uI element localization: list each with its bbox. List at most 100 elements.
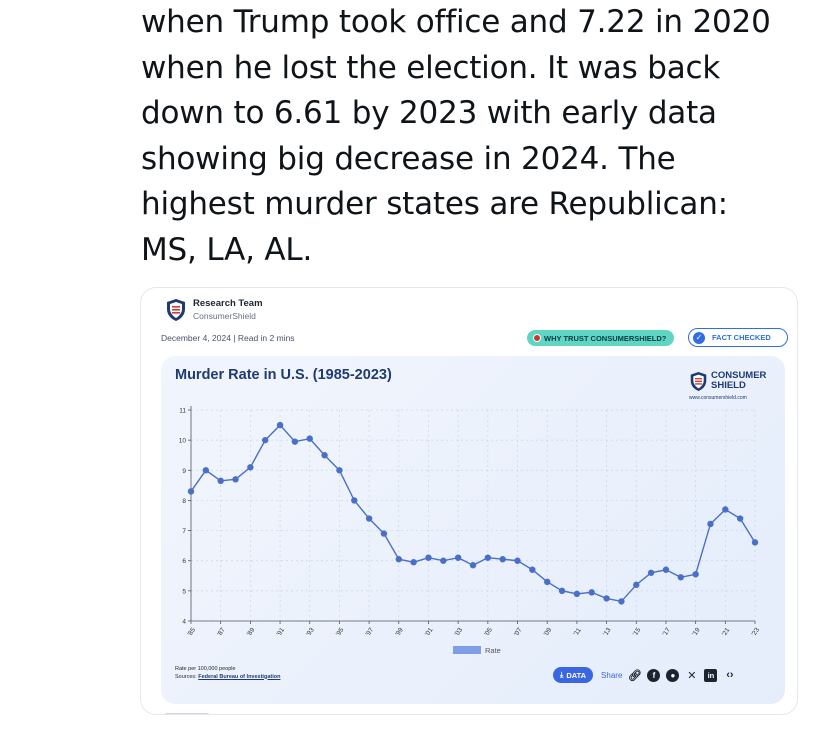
data-point (544, 578, 551, 586)
x-tick-label: '85 (186, 626, 197, 637)
data-point (588, 589, 595, 596)
carousel-indicator[interactable] (165, 713, 209, 714)
y-tick-label: 4 (182, 619, 186, 626)
x-tick-label: '11 (573, 627, 584, 638)
x-tick-label: '87 (216, 626, 227, 637)
legend-swatch (453, 646, 481, 654)
y-tick-label: 8 (182, 498, 186, 505)
data-point (677, 574, 684, 581)
data-point (707, 520, 714, 528)
tweet-line: when he lost the election. It was back (141, 49, 721, 86)
y-tick-label: 10 (179, 438, 187, 445)
data-point (365, 515, 373, 522)
embedded-article-card[interactable]: Research Team ConsumerShield December 4,… (140, 287, 798, 715)
series-line-rate (190, 424, 756, 603)
brand-line-1: CONSUMER (711, 370, 767, 381)
data-point (647, 569, 655, 576)
data-point (425, 554, 432, 561)
data-point (262, 436, 269, 444)
x-tick-label: '13 (602, 626, 613, 637)
y-tick-label: 6 (182, 558, 186, 565)
data-point (187, 488, 195, 495)
tweet-line: when Trump took office and 7.22 in 2020 (141, 4, 771, 40)
data-point (662, 566, 670, 573)
link-icon[interactable]: 🔗︎ (627, 669, 642, 682)
author-name[interactable]: Research Team (193, 298, 263, 309)
data-point (232, 476, 239, 483)
x-tick-label: '89 (246, 626, 257, 637)
data-point (573, 590, 581, 598)
data-point (692, 571, 699, 578)
data-download-button[interactable]: ⤓ DATA (553, 667, 594, 683)
data-point (440, 557, 447, 564)
author-org: ConsumerShield (193, 311, 256, 321)
article-meta: December 4, 2024 | Read in 2 mins (161, 333, 295, 343)
footnote-sources: Sources: Federal Bureau of Investigation (175, 674, 280, 682)
data-point (603, 595, 610, 602)
facebook-icon[interactable]: f (647, 668, 661, 682)
data-point (380, 530, 388, 537)
footnote-units: Rate per 100,000 people (175, 666, 236, 672)
x-tick-label: '01 (424, 626, 435, 637)
x-tick-label: '15 (632, 626, 643, 637)
chart-footnote: Rate per 100,000 people Sources: Federal… (175, 666, 280, 681)
data-point (276, 421, 284, 429)
brand-line-2: SHIELD (711, 380, 746, 391)
linkedin-icon[interactable]: in (704, 668, 718, 682)
murder-rate-chart: 4 5 6 7 8 9 10 11 '85 '87 '89 '91 '93 '95 '97 '99 '01 '03… (179, 406, 761, 655)
data-point (558, 587, 566, 595)
data-button-label: DATA (566, 670, 587, 680)
share-label: Share (601, 670, 623, 680)
data-point (499, 556, 506, 563)
data-point (306, 435, 313, 442)
data-point (736, 515, 744, 522)
data-point (321, 452, 328, 459)
tweet-line: highest murder states are Republican: (141, 186, 728, 222)
data-point (751, 539, 759, 546)
x-tick-label: '91 (276, 626, 287, 637)
data-point (410, 559, 417, 566)
source-link[interactable]: Federal Bureau of Investigation (198, 673, 281, 680)
x-tick-label: '21 (721, 626, 732, 637)
data-point (351, 497, 358, 504)
flag-icon (533, 334, 541, 342)
data-point (454, 554, 462, 561)
y-tick-label: 11 (179, 408, 186, 415)
consumershield-brand: CONSUMER SHIELD www.consumershield.com (689, 369, 779, 403)
x-tick-label: '17 (661, 626, 672, 637)
fact-checked-badge[interactable]: ✓ FACT CHECKED (688, 328, 788, 347)
data-point (395, 556, 402, 563)
why-trust-label: WHY TRUST CONSUMERSHIELD? (544, 333, 667, 343)
x-tick-label: '99 (394, 626, 405, 637)
legend-label: Rate (485, 646, 501, 655)
brand-url: www.consumershield.com (689, 395, 747, 401)
y-tick-label: 7 (182, 528, 186, 535)
x-icon[interactable]: ✕ (687, 669, 697, 682)
check-icon: ✓ (693, 331, 705, 344)
chart-title: Murder Rate in U.S. (1985-2023) (175, 367, 392, 383)
download-icon: ⤓ (560, 670, 564, 679)
x-tick-label: '95 (335, 626, 346, 637)
data-point (217, 477, 224, 485)
reddit-icon[interactable]: ● (666, 668, 680, 682)
y-tick-label: 9 (182, 468, 186, 475)
data-point (336, 467, 343, 474)
brand-name: CONSUMER SHIELD (711, 371, 766, 391)
data-point (484, 554, 492, 561)
shield-logo-icon (690, 372, 707, 391)
data-point (722, 506, 729, 513)
tweet-line: MS, LA, AL. (141, 231, 313, 268)
fact-checked-label: FACT CHECKED (712, 333, 771, 342)
chart-toolbar: ⤓ DATA Share 🔗︎ f ● ✕ in ‹› (553, 666, 736, 684)
chart-panel: 4 5 6 7 8 9 10 11 '85 '87 '89 '91 '93 '95 '97 '99 '01 '03… (161, 356, 785, 704)
data-point (514, 557, 521, 564)
tweet-line: down to 6.61 by 2023 with early data (141, 95, 717, 131)
x-tick-label: '19 (691, 626, 702, 637)
data-point (529, 566, 536, 573)
x-tick-label: '07 (513, 626, 524, 637)
x-tick-label: '97 (365, 626, 376, 637)
x-tick-label: '23 (750, 626, 761, 637)
sources-label: Sources: (175, 673, 197, 680)
embed-icon[interactable]: ‹› (726, 669, 734, 681)
why-trust-badge[interactable]: WHY TRUST CONSUMERSHIELD? (527, 330, 675, 346)
